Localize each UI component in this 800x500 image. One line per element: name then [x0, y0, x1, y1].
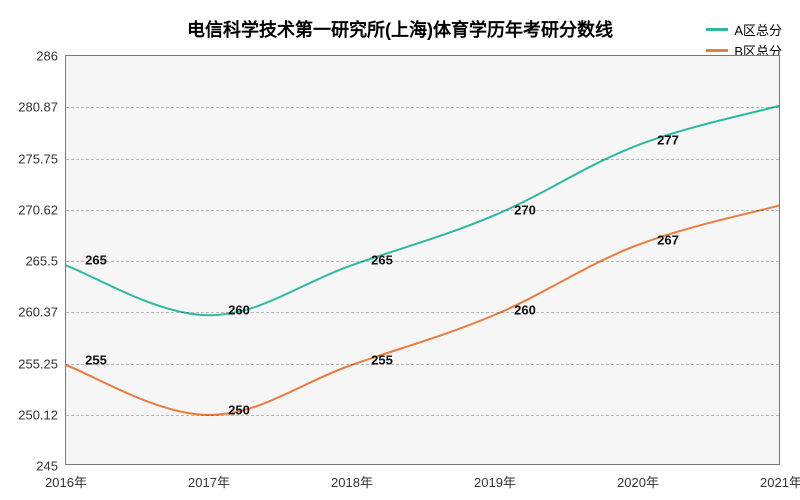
y-tick-label: 255.25 — [18, 356, 66, 371]
grid-line — [66, 364, 779, 365]
legend-swatch — [706, 28, 728, 31]
grid-line — [66, 159, 779, 160]
x-tick-label: 2019年 — [474, 464, 516, 491]
grid-line — [66, 415, 779, 416]
y-tick-label: 260.37 — [18, 305, 66, 320]
x-tick-label: 2018年 — [331, 464, 373, 491]
y-tick-label: 270.62 — [18, 202, 66, 217]
grid-line — [66, 107, 779, 108]
y-tick-label: 250.12 — [18, 407, 66, 422]
x-tick-label: 2021年 — [760, 464, 800, 491]
legend-label: A区总分 — [734, 20, 782, 39]
grid-line — [66, 312, 779, 313]
chart-root: 电信科学技术第一研究所(上海)体育学历年考研分数线 A区总分B区总分 24525… — [0, 0, 800, 500]
legend-item: A区总分 — [706, 20, 782, 39]
y-tick-label: 280.87 — [18, 100, 66, 115]
y-tick-label: 286 — [36, 49, 66, 64]
x-tick-label: 2017年 — [188, 464, 230, 491]
chart-title: 电信科学技术第一研究所(上海)体育学历年考研分数线 — [0, 16, 800, 42]
grid-line — [66, 261, 779, 262]
grid-line — [66, 210, 779, 211]
legend-swatch — [706, 49, 728, 52]
y-tick-label: 265.5 — [25, 254, 66, 269]
x-tick-label: 2020年 — [617, 464, 659, 491]
x-tick-label: 2016年 — [45, 464, 87, 491]
y-tick-label: 275.75 — [18, 151, 66, 166]
plot-area: 245250.12255.25260.37265.5270.62275.7528… — [65, 55, 780, 465]
